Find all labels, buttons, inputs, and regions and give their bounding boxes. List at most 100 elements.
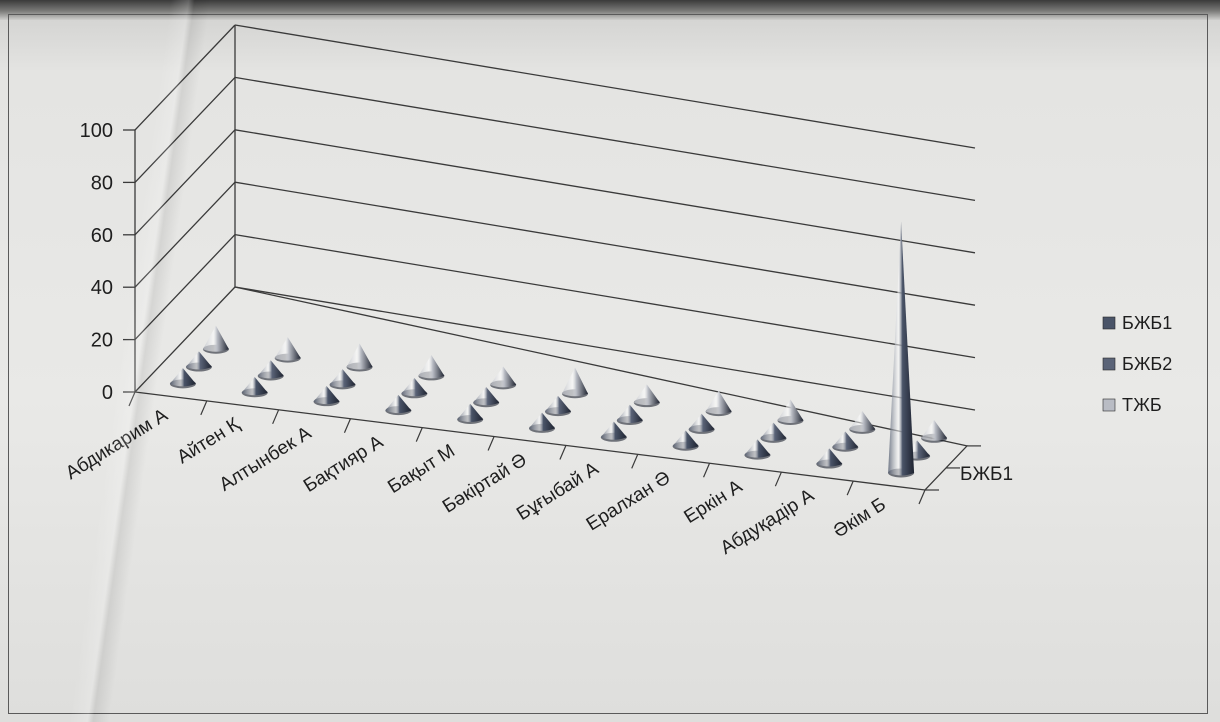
- cone-mark: [672, 430, 699, 451]
- cone-mark: [401, 378, 428, 399]
- cone-body: [672, 430, 699, 449]
- cone-body: [777, 399, 804, 423]
- cone-mark: [633, 384, 660, 408]
- cone-body: [490, 366, 517, 388]
- category-label: Еркін А: [681, 476, 747, 528]
- y-tick-label: 20: [91, 330, 113, 352]
- cone-mark: [529, 412, 555, 433]
- cone-mark: [705, 390, 732, 417]
- cone-body: [888, 221, 915, 476]
- x-tick: [128, 391, 136, 407]
- y-tick-label: 80: [91, 172, 113, 194]
- cone-body: [457, 403, 484, 422]
- x-tick: [200, 400, 208, 416]
- cone-mark: [385, 394, 412, 416]
- depth-axis-label: БЖБ1: [960, 464, 1013, 485]
- cone-body: [616, 404, 643, 424]
- cone-body: [705, 390, 732, 415]
- side-gridline: [134, 286, 236, 393]
- y-tick-label: 60: [91, 225, 113, 247]
- cone-body: [562, 367, 588, 397]
- y-tick-label: 0: [102, 382, 113, 404]
- legend-swatch: [1102, 316, 1116, 330]
- side-gridline: [134, 76, 236, 183]
- cone-body: [385, 394, 412, 414]
- cone-body: [202, 325, 229, 352]
- side-gridline: [134, 129, 236, 236]
- cone-mark: [777, 399, 804, 425]
- cone-body: [816, 448, 843, 467]
- cone-body: [169, 368, 196, 387]
- cone-mark: [346, 343, 373, 372]
- category-label: Абдикарим А: [62, 405, 172, 484]
- cone-body: [241, 377, 268, 396]
- cone-mark: [274, 337, 301, 363]
- side-gridline: [134, 24, 236, 131]
- cone-mark: [888, 221, 915, 478]
- cone-body: [185, 351, 212, 370]
- side-gridline: [134, 234, 236, 341]
- cone-mark: [202, 325, 229, 354]
- x-tick: [702, 463, 711, 478]
- x-tick: [559, 445, 567, 460]
- gridline: [234, 181, 976, 306]
- cone-body: [473, 386, 500, 406]
- cone-mark: [545, 395, 571, 417]
- gridline: [234, 24, 976, 149]
- cone-mark: [616, 404, 643, 426]
- cone-mark: [313, 385, 340, 407]
- x-tick: [343, 418, 352, 433]
- category-label: Айтен Қ: [174, 414, 244, 468]
- side-gridline: [134, 181, 236, 288]
- cone-mark: [329, 369, 356, 390]
- cone-mark: [169, 368, 196, 389]
- cone-mark: [241, 377, 268, 398]
- cone-mark: [457, 403, 484, 424]
- x-tick: [415, 427, 423, 442]
- cone-body: [600, 421, 627, 440]
- cone-body: [274, 337, 301, 361]
- cone-mark: [473, 386, 500, 408]
- legend-label: БЖБ2: [1122, 354, 1172, 374]
- legend-swatch: [1102, 357, 1116, 371]
- cone-body: [688, 413, 715, 432]
- cone-body: [545, 395, 571, 415]
- cone-body: [313, 385, 340, 405]
- cone-mark: [744, 439, 771, 460]
- x-tick: [918, 489, 926, 505]
- legend-swatch: [1102, 398, 1116, 412]
- x-tick: [272, 409, 280, 425]
- cone-mark: [849, 411, 876, 434]
- cone-mark: [562, 367, 588, 399]
- cone-body: [401, 378, 428, 397]
- cone-body: [633, 384, 660, 406]
- cone-mark: [688, 413, 715, 434]
- cone-body: [257, 360, 284, 379]
- cone-body: [529, 412, 555, 431]
- legend-label: ТЖБ: [1122, 395, 1162, 415]
- cone-mark: [816, 448, 843, 469]
- x-tick: [846, 480, 854, 496]
- cone-mark: [600, 421, 627, 442]
- x-tick: [487, 436, 495, 451]
- gridline: [234, 233, 976, 359]
- category-label: Әкім Б: [830, 494, 890, 542]
- cone-body: [832, 431, 859, 450]
- y-tick-label: 100: [80, 120, 113, 142]
- x-tick: [774, 471, 782, 487]
- category-label: Бақыт М: [384, 441, 459, 498]
- cropped-heading: [0, 0, 1220, 20]
- cone-mark: [760, 422, 787, 443]
- cone-body: [921, 419, 948, 441]
- gridline: [234, 286, 976, 411]
- y-tick-label: 40: [91, 277, 113, 299]
- cone-mark: [257, 360, 284, 381]
- cone-body: [760, 422, 787, 441]
- cone-body: [329, 369, 356, 388]
- cone-body: [346, 343, 373, 370]
- cone-body: [849, 411, 876, 432]
- x-tick: [631, 454, 639, 469]
- cone-mark: [490, 366, 517, 390]
